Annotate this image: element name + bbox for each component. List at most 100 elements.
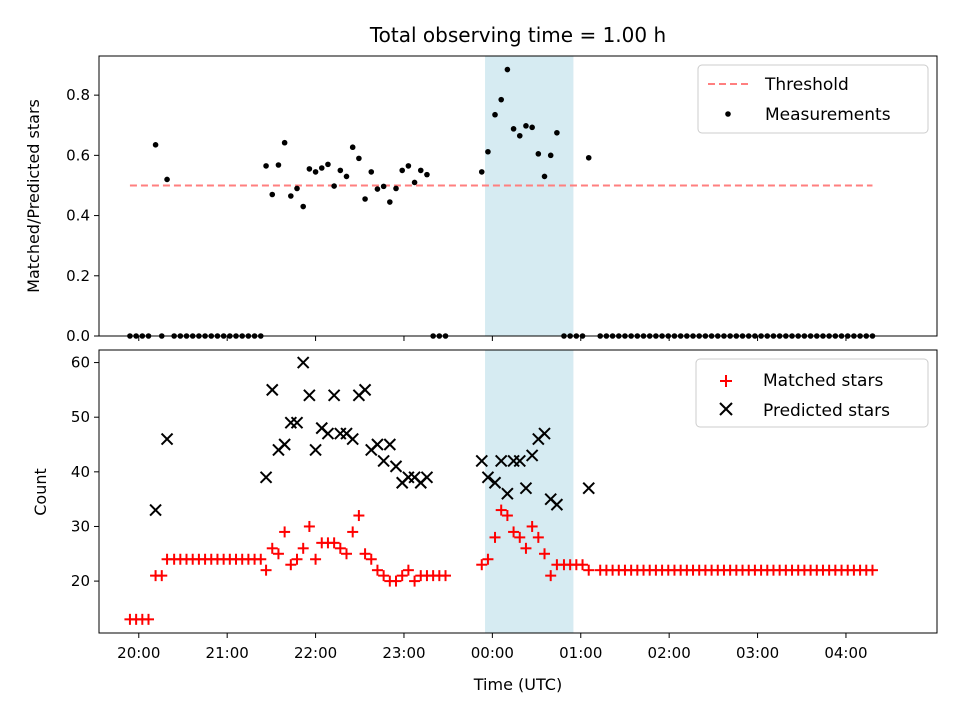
matched-stars-point xyxy=(297,542,309,554)
measurements-point xyxy=(585,154,592,161)
predicted-stars-legend-swatch xyxy=(719,402,733,416)
top-y-tick-label: 0.8 xyxy=(66,86,90,104)
matched-stars-point xyxy=(482,553,494,565)
measurements-point xyxy=(393,185,399,192)
predicted-stars-point xyxy=(309,443,322,457)
predicted-stars-point xyxy=(525,449,539,462)
predicted-stars-point xyxy=(389,460,403,473)
x-axis-label: Time (UTC) xyxy=(473,675,562,694)
measurements-point xyxy=(343,173,350,180)
bottom-y-tick-label: 50 xyxy=(71,408,90,426)
measurements-point xyxy=(288,193,294,199)
matched-stars-point xyxy=(143,613,155,625)
measurements-point xyxy=(164,176,170,183)
predicted-stars-point xyxy=(296,356,310,369)
matched-stars-point xyxy=(353,510,365,522)
matched-stars-point xyxy=(526,520,538,532)
measurements-point xyxy=(331,183,337,189)
predicted-stars-point xyxy=(402,471,415,484)
measurements-point xyxy=(411,179,418,186)
measurements-point xyxy=(399,167,406,174)
matched-stars-point xyxy=(371,564,383,576)
predicted-stars-point xyxy=(582,482,595,495)
matched-stars-point xyxy=(285,559,297,571)
predicted-stars-point xyxy=(501,487,514,500)
measurements-point xyxy=(485,148,491,155)
predicted-stars-point xyxy=(519,482,533,495)
measurements-point xyxy=(312,169,319,175)
measurements-point xyxy=(380,183,387,190)
measurements-point xyxy=(541,173,548,180)
predicted-stars-point xyxy=(475,454,488,468)
matched-stars-legend-swatch xyxy=(720,375,732,387)
measurements-point xyxy=(523,123,529,129)
measurements-point xyxy=(492,111,498,118)
predicted-stars-point xyxy=(266,383,279,397)
matched-stars-point xyxy=(347,526,359,538)
predicted-stars-point xyxy=(488,476,502,489)
matched-stars-point xyxy=(396,570,408,582)
top-y-tick-label: 0.0 xyxy=(66,327,90,345)
x-tick-label: 23:00 xyxy=(382,644,425,662)
measurements-point xyxy=(374,186,381,192)
top-legend: Threshold Measurements xyxy=(697,64,929,134)
x-tick-label: 03:00 xyxy=(736,644,779,662)
measurements-point xyxy=(362,196,368,202)
measurements-point xyxy=(263,163,269,169)
measurements-point xyxy=(498,96,505,103)
measurements-point xyxy=(417,167,424,174)
matched-stars-point xyxy=(532,531,544,543)
predicted-stars-point xyxy=(160,432,174,446)
matched-stars-point xyxy=(508,526,520,538)
bottom-legend-box xyxy=(695,358,929,428)
x-tick-label: 00:00 xyxy=(471,644,514,662)
chart-title: Total observing time = 1.00 h xyxy=(369,23,666,47)
x-tick-label: 04:00 xyxy=(824,644,867,662)
predicted-stars-point xyxy=(481,471,495,484)
measurements-point xyxy=(306,166,313,172)
predicted-stars-point xyxy=(420,471,434,484)
predicted-stars-point xyxy=(383,438,397,451)
matched-stars-point xyxy=(359,548,371,560)
measurements-point xyxy=(535,151,542,157)
top-panel-frame xyxy=(98,55,938,337)
matched-stars-point xyxy=(545,570,557,582)
measurements-point xyxy=(424,171,430,178)
bottom-panel-frame xyxy=(98,349,938,634)
matched-stars-point xyxy=(577,559,589,571)
measurements-point xyxy=(554,129,560,136)
predicted-stars-point xyxy=(149,503,162,517)
x-tick-label: 21:00 xyxy=(206,644,249,662)
predicted-stars-point xyxy=(290,416,304,429)
measurements-point xyxy=(152,142,159,148)
top-y-axis-label: Matched/Predicted stars xyxy=(24,99,43,293)
measurements-legend-label: Measurements xyxy=(765,105,891,125)
top-y-tick-label: 0.6 xyxy=(66,146,90,164)
bottom-y-axis-label: Count xyxy=(31,468,50,516)
bottom-y-tick-label: 20 xyxy=(71,572,90,590)
predicted-stars-point xyxy=(358,383,372,397)
matched-stars-point xyxy=(291,553,303,565)
matched-stars-point xyxy=(310,553,322,565)
x-tick-label: 22:00 xyxy=(294,644,337,662)
x-tick-label: 01:00 xyxy=(559,644,602,662)
predicted-stars-point xyxy=(278,438,291,451)
predicted-stars-legend-label: Predicted stars xyxy=(763,401,890,421)
matched-stars-point xyxy=(328,537,340,549)
measurements-point xyxy=(294,185,300,192)
measurements-point xyxy=(281,139,288,146)
matched-stars-point xyxy=(476,559,488,571)
measurements-legend-swatch xyxy=(725,111,731,117)
predicted-stars-point xyxy=(371,438,384,451)
matched-stars-point xyxy=(260,564,272,576)
matched-stars-point xyxy=(520,542,532,554)
matched-stars-point xyxy=(866,564,878,576)
matched-stars-point xyxy=(501,510,513,522)
matched-stars-point xyxy=(539,548,551,560)
measurements-point xyxy=(504,66,511,73)
predicted-stars-point xyxy=(259,471,273,484)
predicted-stars-point xyxy=(494,454,508,468)
bottom-y-tick-label: 40 xyxy=(71,463,90,481)
measurements-point xyxy=(547,152,554,159)
